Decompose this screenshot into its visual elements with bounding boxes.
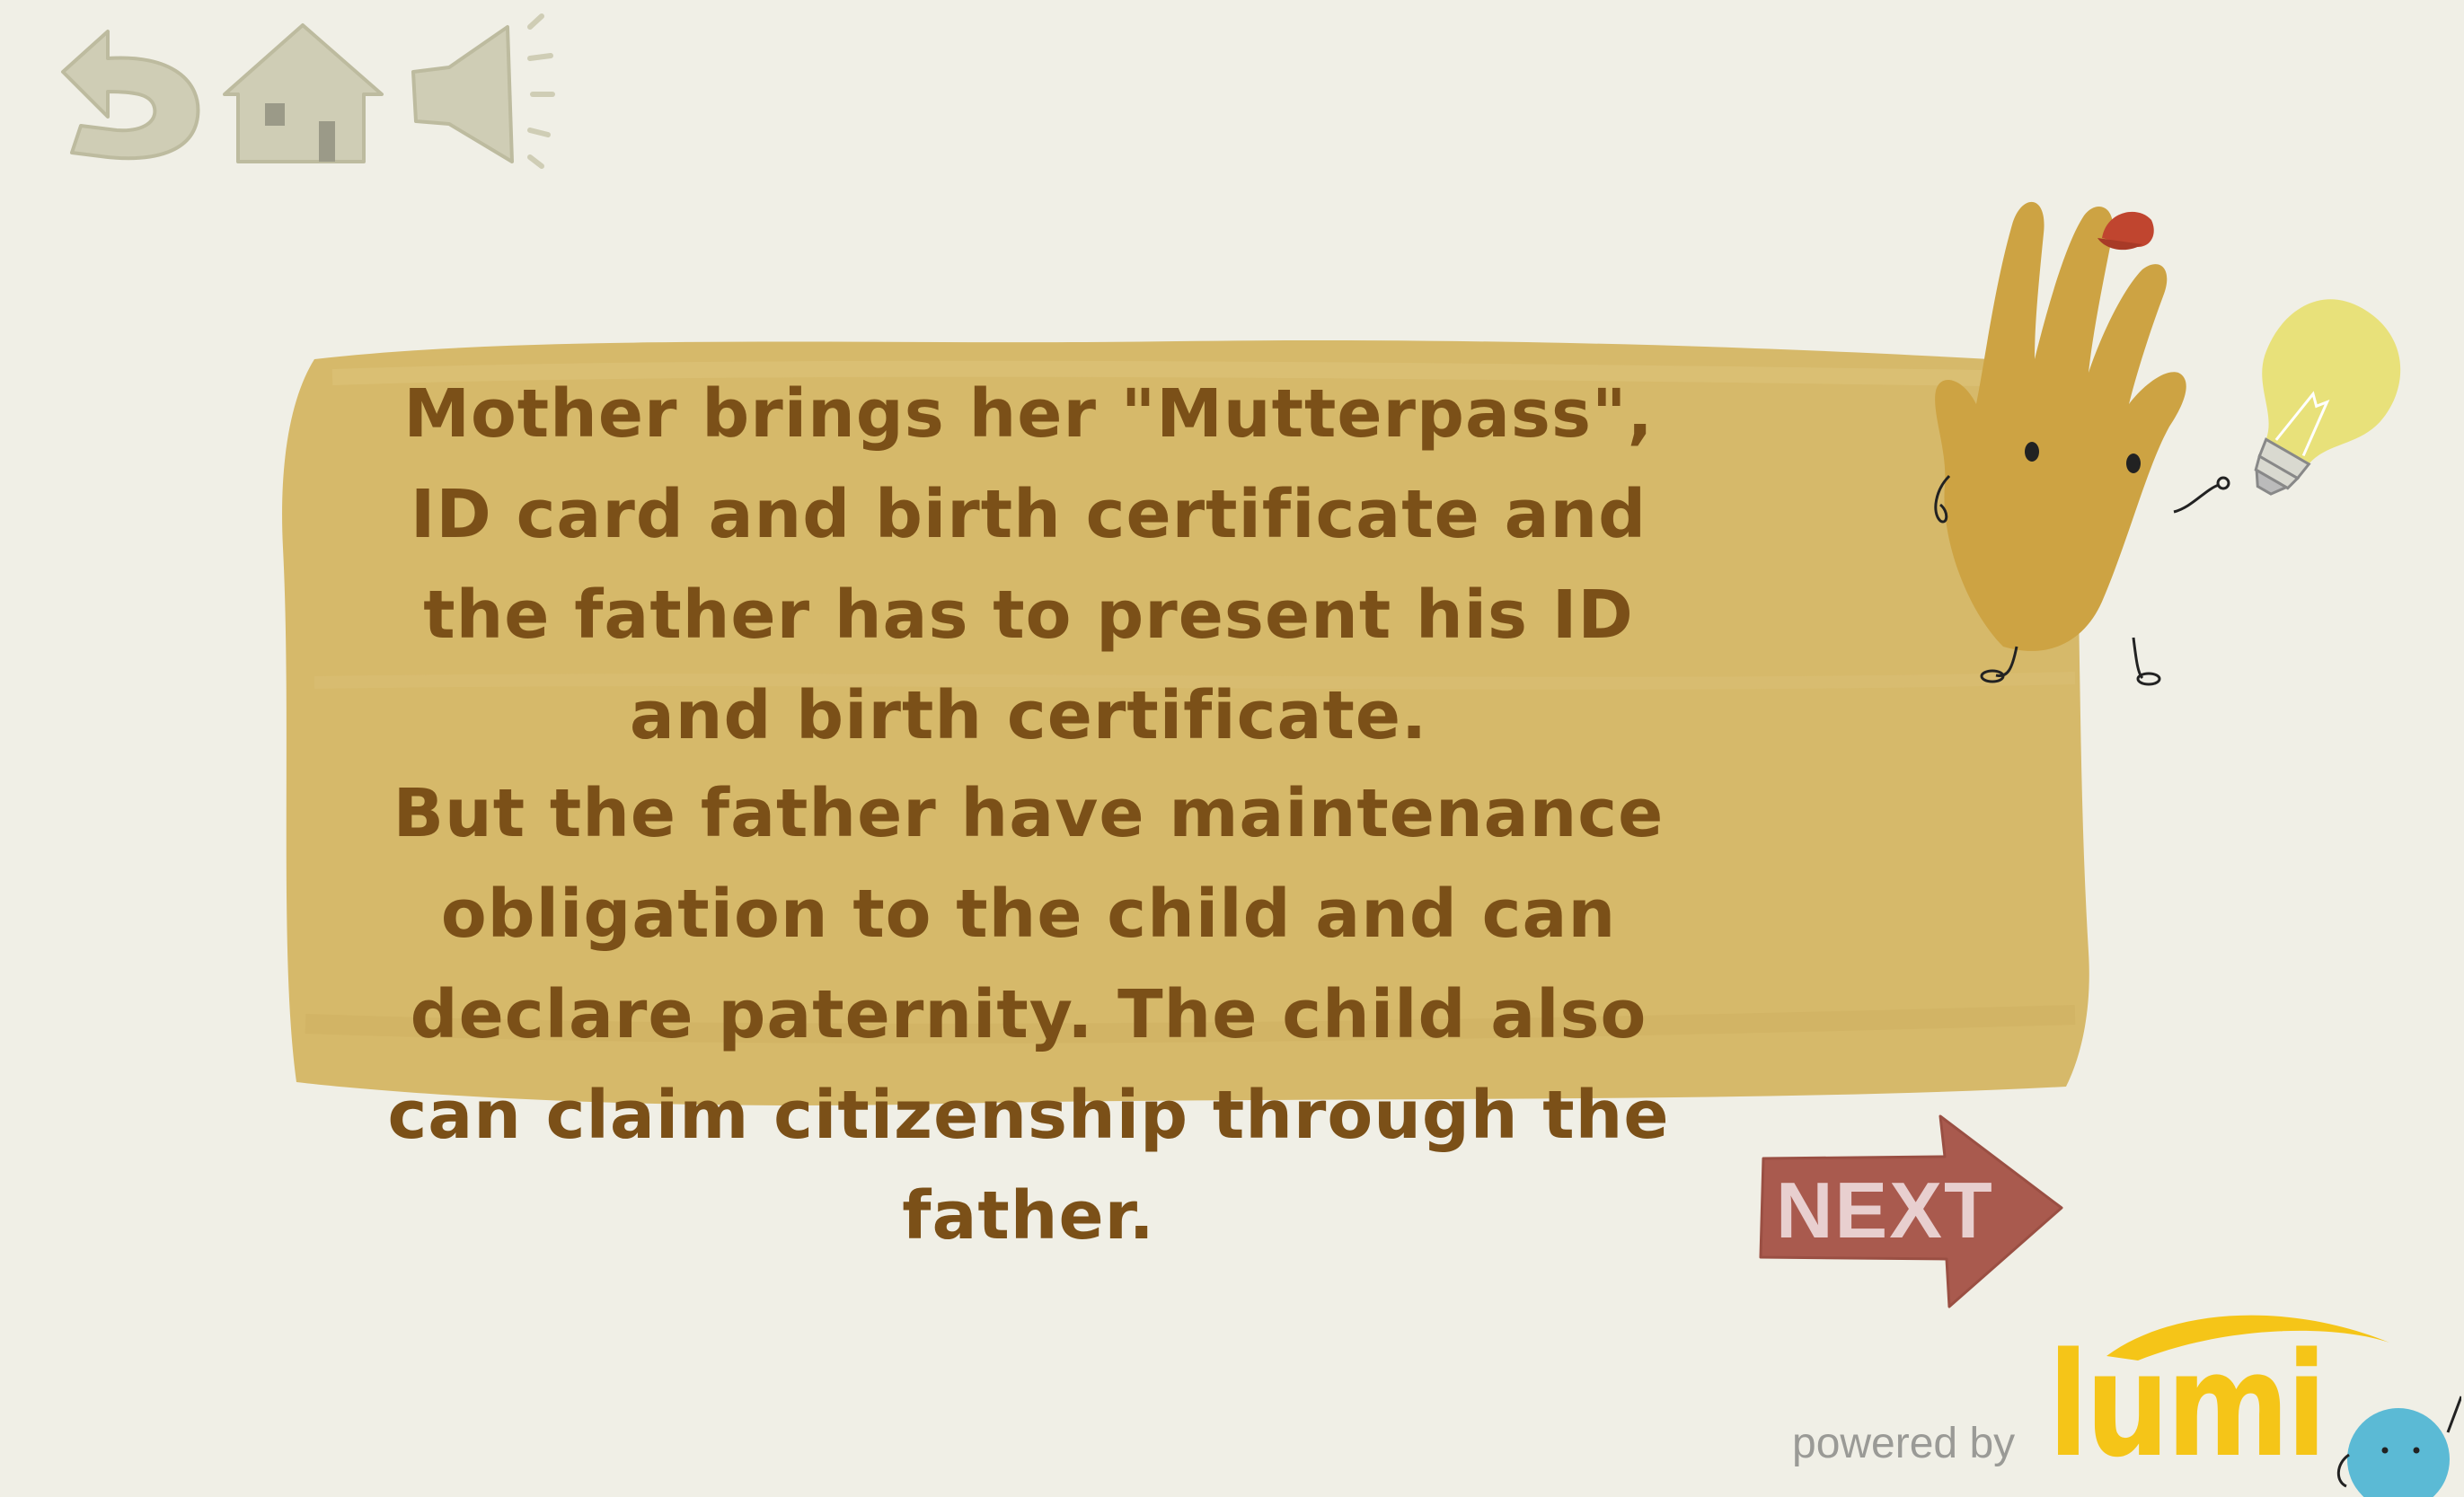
home-button[interactable] [220, 18, 386, 171]
arrow-right-icon [1759, 1114, 2063, 1308]
next-label: NEXT [1776, 1166, 1994, 1255]
hand-character-with-lightbulb-icon [1934, 201, 2401, 686]
back-button[interactable] [45, 18, 207, 171]
card-brush-background [282, 340, 2089, 1105]
lumi-swoosh-icon [2106, 1315, 2461, 1497]
info-paragraph-2: But the father have maintenance obligati… [387, 775, 1670, 1255]
lumi-brand-text: lumi [2048, 1321, 2327, 1489]
next-button[interactable]: NEXT [1756, 1114, 2071, 1311]
speaker-icon [411, 13, 555, 169]
hand-mascot [1922, 180, 2461, 700]
undo-arrow-icon [61, 30, 200, 161]
info-card: Mother brings her "Mutterpass", ID card … [278, 323, 2102, 1255]
powered-by-text: powered by [1792, 1420, 2016, 1467]
lumi-logo[interactable]: lumi [2039, 1307, 2461, 1497]
info-paragraph-1: Mother brings her "Mutterpass", ID card … [403, 375, 1654, 754]
home-icon [223, 23, 384, 163]
sound-button[interactable] [409, 9, 566, 171]
